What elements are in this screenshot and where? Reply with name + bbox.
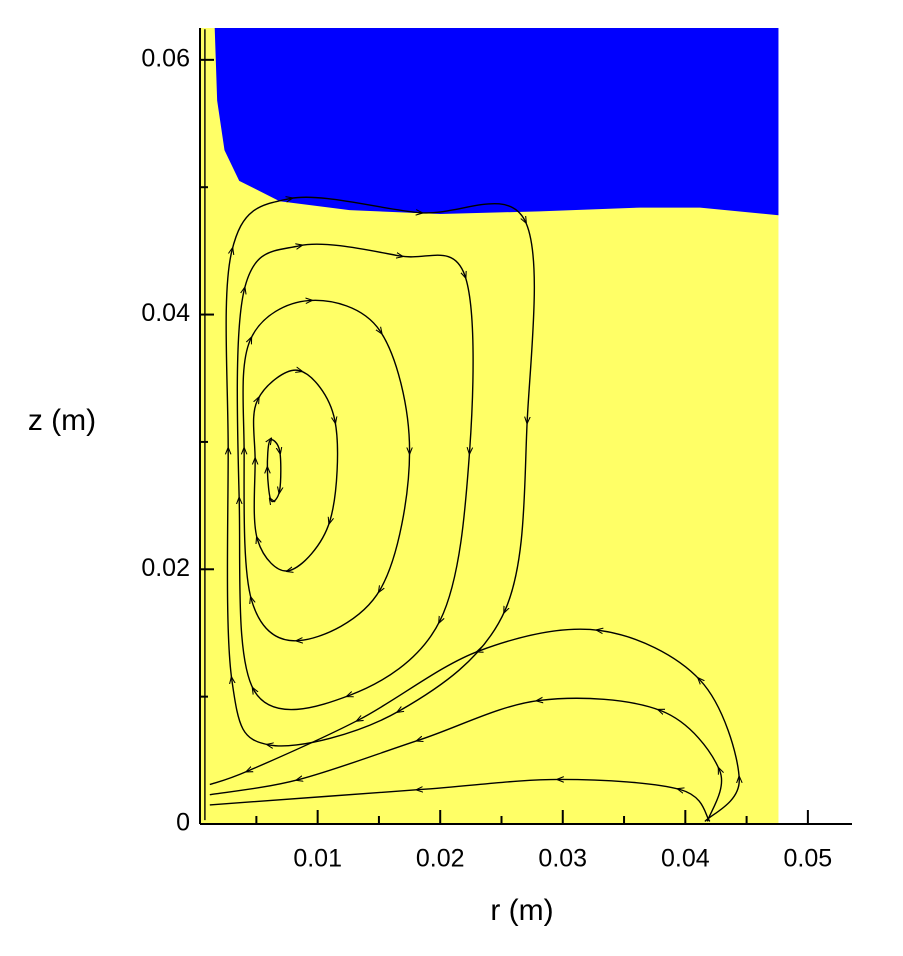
axes: 0.01 0.02 0.03 0.04 0.05 0 0.02 0.04 0.06 bbox=[141, 28, 852, 873]
streamline bbox=[209, 629, 739, 822]
streamline bbox=[243, 300, 410, 640]
x-tick-label: 0.03 bbox=[538, 845, 587, 873]
x-tick-label: 0.02 bbox=[416, 845, 465, 873]
x-tick-label: 0.01 bbox=[293, 845, 342, 873]
streamline bbox=[209, 698, 722, 822]
y-tick-label: 0 bbox=[176, 809, 190, 837]
regions bbox=[200, 28, 779, 824]
y-tick-label: 0.02 bbox=[141, 554, 190, 582]
x-tick-label: 0.04 bbox=[661, 845, 710, 873]
y-tick-label: 0.06 bbox=[141, 44, 190, 72]
y-tick-label: 0.04 bbox=[141, 299, 190, 327]
streamlines bbox=[204, 29, 739, 822]
y-axis-label: z (m) bbox=[28, 404, 96, 437]
streamline bbox=[267, 439, 280, 502]
streamline bbox=[254, 370, 338, 571]
x-axis-label: r (m) bbox=[490, 894, 553, 927]
region bbox=[214, 28, 779, 216]
x-tick-label: 0.05 bbox=[784, 845, 833, 873]
streamline bbox=[209, 779, 711, 822]
streamline bbox=[226, 197, 536, 746]
